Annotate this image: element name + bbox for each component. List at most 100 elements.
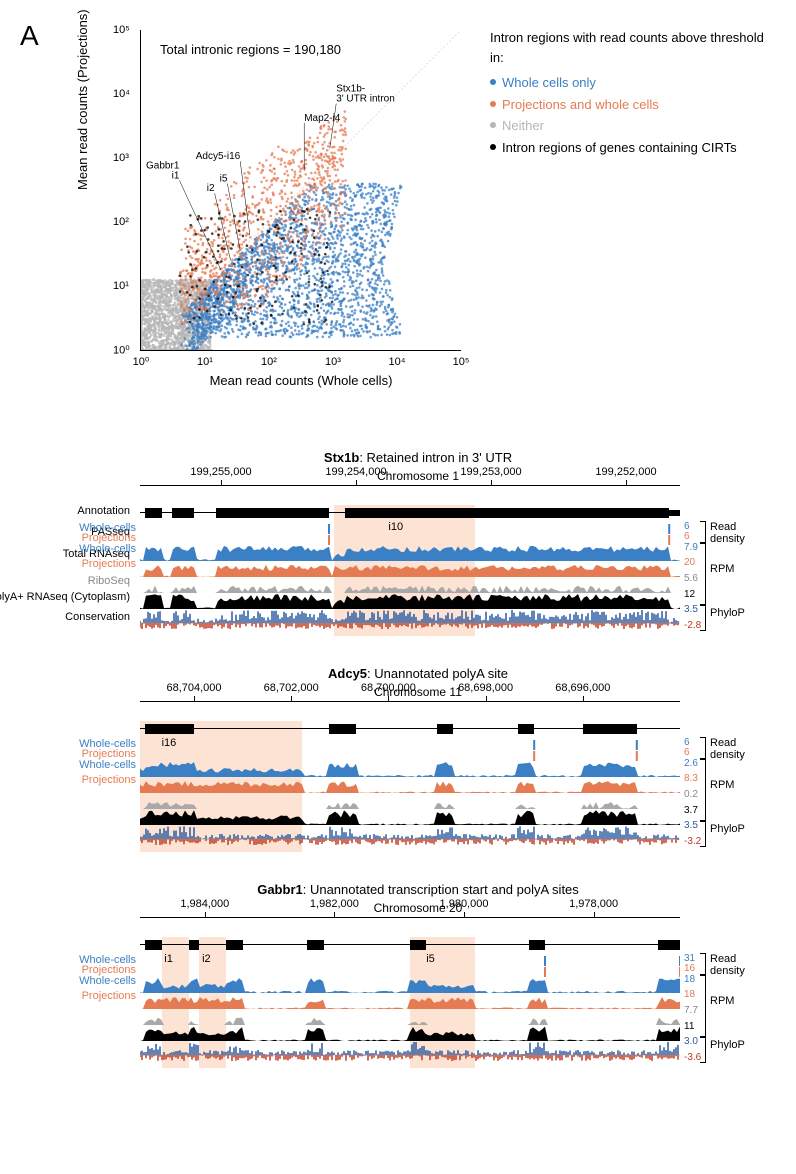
scale-value: 3.0 <box>684 1037 698 1047</box>
legend-a: Intron regions with read counts above th… <box>490 28 780 159</box>
scale-value: 3.7 <box>684 806 698 816</box>
pas-track <box>140 535 680 545</box>
gene-block: Stx1b: Retained intron in 3' UTR Chromoso… <box>60 450 776 636</box>
coverage-track <box>140 578 680 593</box>
y-tick: 10⁰ <box>113 344 130 357</box>
scale-value: 11 <box>684 1022 694 1032</box>
panel-a: A Total intronic regions = 190,180 Mean … <box>20 20 776 420</box>
legend-dot-icon <box>490 79 496 85</box>
row-label: Whole-cells <box>56 975 136 987</box>
scale-value: 12 <box>684 590 695 600</box>
x-tick: 10¹ <box>197 356 213 368</box>
gene-block: Adcy5: Unannotated polyA siteChromosome … <box>60 666 776 852</box>
scale-value: 18 <box>684 975 695 985</box>
legend-item: Neither <box>490 116 780 136</box>
scale-value: 7.9 <box>684 543 698 553</box>
gene-title: Stx1b: Retained intron in 3' UTR <box>60 450 776 465</box>
panel-a-label: A <box>20 20 39 52</box>
ruler-tick-label: 68,704,000 <box>166 682 221 694</box>
y-tick: 10² <box>113 216 129 228</box>
row-label: Conservation <box>0 611 130 623</box>
coverage-track <box>140 994 680 1009</box>
pas-track <box>140 524 680 534</box>
legend-label: Intron regions of genes containing CIRTs <box>502 138 737 158</box>
annotation-track <box>140 722 680 736</box>
right-group-label: PhyloP <box>710 823 745 835</box>
ruler-tick-label: 1,984,000 <box>180 898 229 910</box>
right-group-label: Readdensity <box>710 953 745 977</box>
tracks-container: 1,984,0001,982,0001,980,0001,978,000i1i2… <box>140 917 680 1068</box>
scale-value: 6 <box>684 532 690 542</box>
scale-value: 0.2 <box>684 790 698 800</box>
gene-title: Adcy5: Unannotated polyA site <box>60 666 776 681</box>
legend-item: Whole cells only <box>490 73 780 93</box>
x-axis-label: Mean read counts (Whole cells) <box>141 373 461 388</box>
scale-value: -3.6 <box>684 1053 701 1063</box>
intron-label: i5 <box>426 953 435 965</box>
intron-label: i10 <box>388 521 403 533</box>
legend-label: Projections and whole cells <box>502 95 659 115</box>
row-label: Whole-cells <box>56 759 136 771</box>
phylop-track <box>140 1042 680 1068</box>
x-tick: 10² <box>261 356 277 368</box>
ruler-tick-label: 1,978,000 <box>569 898 618 910</box>
pas-track <box>140 751 680 761</box>
row-label: RiboSeq <box>0 575 130 587</box>
right-group-label: PhyloP <box>710 607 745 619</box>
scale-value: 3.5 <box>684 821 698 831</box>
row-label: PolyA+ RNAseq (Cytoplasm) <box>0 591 130 603</box>
coverage-track <box>140 762 680 777</box>
tracks-container: 68,704,00068,702,00068,700,00068,698,000… <box>140 701 680 852</box>
ruler-tick-label: 1,980,000 <box>440 898 489 910</box>
y-tick: 10⁵ <box>113 24 130 36</box>
panel-b: B Stx1b: Retained intron in 3' UTRChromo… <box>20 450 776 1068</box>
y-axis-label: Mean read counts (Projections) <box>75 9 90 190</box>
right-group-label: PhyloP <box>710 1039 745 1051</box>
genome-ruler: 1,984,0001,982,0001,980,0001,978,000 <box>140 917 680 938</box>
ruler-tick-label: 199,255,000 <box>190 466 251 478</box>
legend-header: Intron regions with read counts above th… <box>490 28 780 67</box>
scale-value: -3.2 <box>684 837 701 847</box>
ruler-tick-label: 68,696,000 <box>555 682 610 694</box>
ruler-tick-label: 199,252,000 <box>595 466 656 478</box>
ruler-tick-label: 199,254,000 <box>325 466 386 478</box>
scale-value: 18 <box>684 990 695 1000</box>
right-group-label: RPM <box>710 563 734 575</box>
legend-label: Neither <box>502 116 544 136</box>
scale-value: 16 <box>684 964 695 974</box>
scale-value: 8.3 <box>684 774 698 784</box>
gene-title: Gabbr1: Unannotated transcription start … <box>60 882 776 897</box>
coverage-track <box>140 562 680 577</box>
pas-track <box>140 967 680 977</box>
legend-item: Projections and whole cells <box>490 95 780 115</box>
x-tick: 10⁵ <box>453 356 470 368</box>
row-label: Projections <box>56 990 136 1002</box>
legend-dot-icon <box>490 122 496 128</box>
ruler-tick-label: 68,698,000 <box>458 682 513 694</box>
intron-label: i16 <box>162 737 177 749</box>
gene-block: Gabbr1: Unannotated transcription start … <box>60 882 776 1068</box>
pas-track <box>140 956 680 966</box>
coverage-track <box>140 1026 680 1041</box>
coverage-track <box>140 978 680 993</box>
legend-label: Whole cells only <box>502 73 596 93</box>
intron-label: i2 <box>202 953 211 965</box>
scale-value: 5.6 <box>684 574 698 584</box>
scatter-wrap: Total intronic regions = 190,180 Mean re… <box>100 30 460 390</box>
figure: A Total intronic regions = 190,180 Mean … <box>20 20 776 1068</box>
annotation-track <box>140 506 680 520</box>
chromosome-label: Chromosome 20 <box>60 901 776 915</box>
ruler-tick-label: 199,253,000 <box>460 466 521 478</box>
row-label: Whole-cells <box>56 543 136 555</box>
scale-value: 7.7 <box>684 1006 698 1016</box>
pas-track <box>140 740 680 750</box>
chromosome-label: Chromosome 1 <box>60 469 776 483</box>
scatter-plot: Stx1b-3' UTR intronMap2-i4Adcy5-i16i5i2G… <box>140 30 461 351</box>
legend-item: Intron regions of genes containing CIRTs <box>490 138 780 158</box>
phylop-track <box>140 826 680 852</box>
ruler-tick-label: 68,702,000 <box>264 682 319 694</box>
scale-value: -2.8 <box>684 621 701 631</box>
scale-value: 6 <box>684 748 690 758</box>
legend-dot-icon <box>490 101 496 107</box>
right-group-label: RPM <box>710 995 734 1007</box>
